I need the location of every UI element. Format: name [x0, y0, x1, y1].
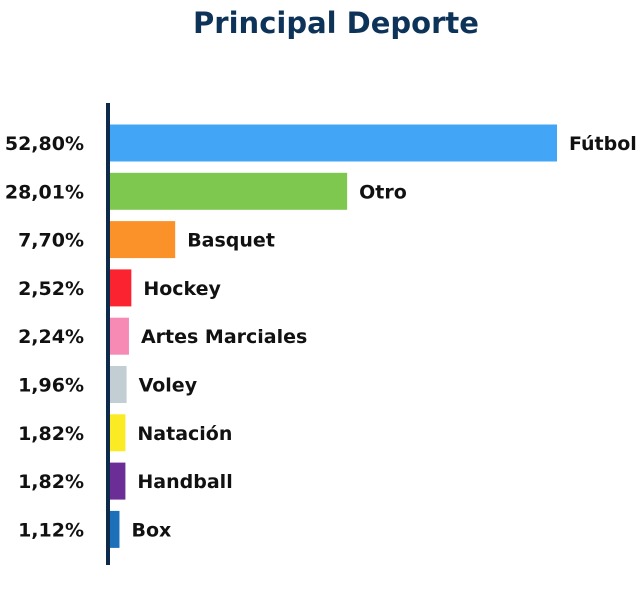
category-label-handball: Handball [137, 471, 232, 493]
value-label-hockey: 2,52% [18, 278, 84, 300]
bar-natacion [110, 414, 126, 452]
category-label-otro: Otro [359, 181, 407, 203]
bar-otro [110, 172, 348, 210]
category-label-natacion: Natación [137, 423, 232, 445]
category-label-box: Box [131, 519, 171, 541]
bar-hockey [110, 269, 132, 307]
value-label-basquet: 7,70% [18, 230, 84, 252]
value-label-natacion: 1,82% [18, 423, 84, 445]
bar-box [110, 510, 120, 548]
bar-handball [110, 462, 126, 500]
bars-layer [110, 124, 557, 548]
category-label-futbol: Fútbol [569, 133, 637, 155]
category-label-voley: Voley [139, 375, 198, 397]
value-label-handball: 1,82% [18, 471, 84, 493]
value-label-box: 1,12% [18, 519, 84, 541]
value-label-voley: 1,96% [18, 375, 84, 397]
bar-futbol [110, 124, 557, 162]
category-label-basquet: Basquet [187, 230, 275, 252]
bar-artes-marciales [110, 317, 129, 355]
bar-voley [110, 366, 127, 403]
value-label-otro: 28,01% [5, 181, 84, 203]
category-label-hockey: Hockey [143, 278, 221, 300]
category-label-artes-marciales: Artes Marciales [141, 326, 307, 348]
labels-layer: 52,80% Fútbol 28,01% Otro 7,70% Basquet 2,52% H… [5, 133, 637, 541]
bar-basquet [110, 221, 176, 259]
value-label-futbol: 52,80% [5, 133, 84, 155]
chart-title: Principal Deporte [193, 6, 479, 40]
value-label-artes-marciales: 2,24% [18, 326, 84, 348]
